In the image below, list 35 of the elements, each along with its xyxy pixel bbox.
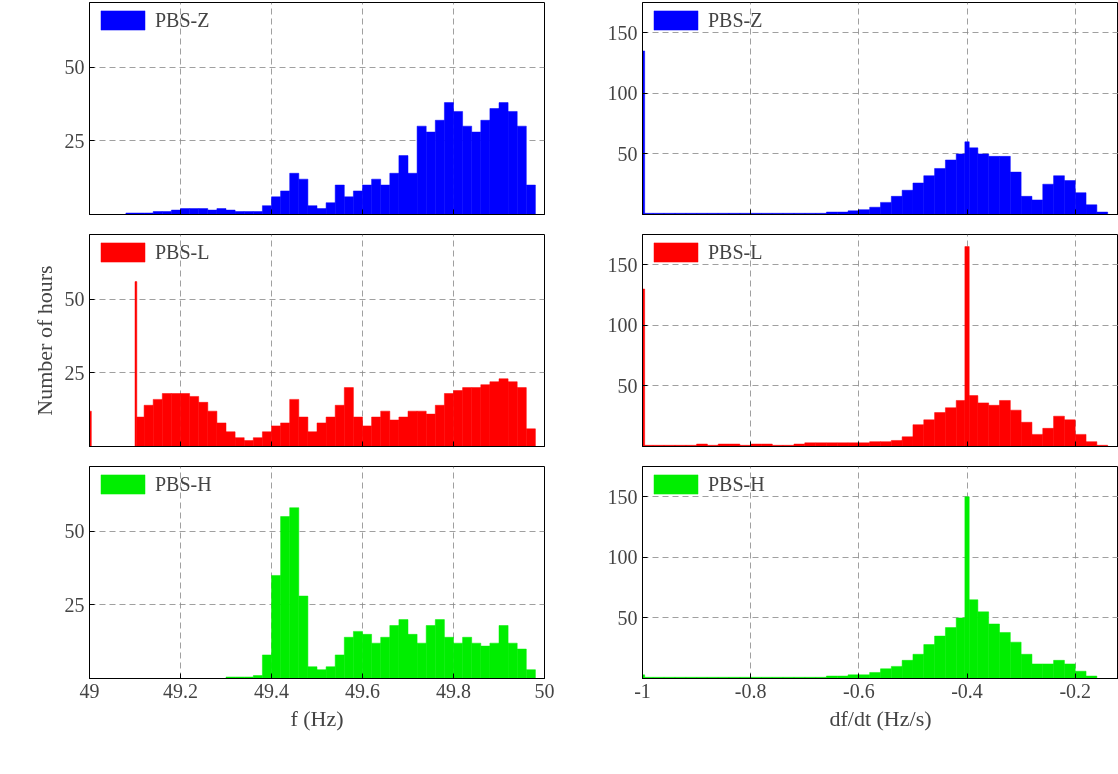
y-tick-label: 50 bbox=[617, 606, 638, 629]
legend-label: PBS-Z bbox=[708, 8, 763, 32]
y-tick-label: 150 bbox=[607, 253, 638, 276]
y-tick-label: 50 bbox=[64, 56, 85, 79]
y-tick-label: 50 bbox=[64, 520, 85, 543]
x-tick-label: 49.4 bbox=[254, 679, 289, 702]
y-tick-label: 25 bbox=[64, 593, 85, 616]
y-tick-label: 25 bbox=[64, 361, 85, 384]
y-axis-title: Number of hours bbox=[31, 265, 57, 416]
x-tick-label: -0.2 bbox=[1059, 679, 1092, 702]
legend-label: PBS-L bbox=[155, 240, 210, 264]
y-tick-label: 150 bbox=[607, 485, 638, 508]
legend-label: PBS-H bbox=[155, 472, 212, 496]
x-tick-label: -0.6 bbox=[843, 679, 875, 702]
y-tick-label: 100 bbox=[607, 546, 638, 569]
x-tick-label: -0.8 bbox=[734, 679, 767, 702]
x-tick-label: 50 bbox=[534, 679, 555, 702]
x-tick-label: 49 bbox=[79, 679, 100, 702]
x-tick-label: 49.6 bbox=[345, 679, 380, 702]
y-tick-label: 25 bbox=[64, 129, 85, 152]
legend-label: PBS-L bbox=[708, 240, 763, 264]
legend-label: PBS-H bbox=[708, 472, 765, 496]
y-tick-label: 100 bbox=[607, 314, 638, 337]
x-axis-title: df/dt (Hz/s) bbox=[829, 705, 932, 731]
legend-label: PBS-Z bbox=[155, 8, 210, 32]
y-tick-label: 50 bbox=[617, 142, 638, 165]
y-tick-label: 100 bbox=[607, 82, 638, 105]
x-tick-label: -1 bbox=[634, 679, 651, 702]
x-tick-label: 49.2 bbox=[163, 679, 198, 702]
x-axis-title: f (Hz) bbox=[290, 705, 344, 731]
y-tick-label: 50 bbox=[617, 374, 638, 397]
x-tick-label: -0.4 bbox=[951, 679, 983, 702]
x-tick-label: 49.8 bbox=[436, 679, 471, 702]
y-tick-label: 50 bbox=[64, 288, 85, 311]
y-tick-label: 150 bbox=[607, 21, 638, 44]
